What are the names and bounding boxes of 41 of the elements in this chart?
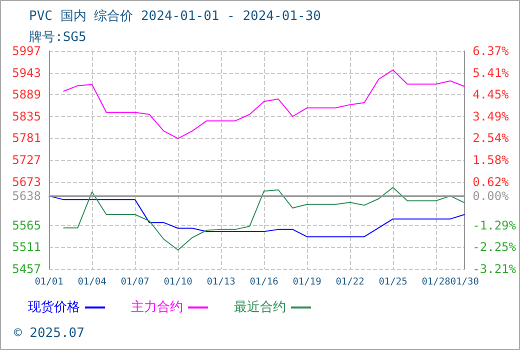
x-tick-label: 01/07 xyxy=(120,276,150,288)
y-tick-label: 5457 xyxy=(12,262,41,276)
y2-tick-label: 2.54% xyxy=(472,131,510,146)
x-tick-label: 01/16 xyxy=(250,276,279,288)
y-tick-label: 5727 xyxy=(12,153,41,167)
x-tick-label: 01/25 xyxy=(378,276,408,288)
x-tick-label: 01/19 xyxy=(292,276,322,288)
y-tick-label: 5638 xyxy=(12,188,41,203)
y2-tick-label: 0.00% xyxy=(472,188,510,203)
y2-tick-label: 0.62% xyxy=(472,174,510,189)
y2-tick-label: 6.37% xyxy=(472,44,510,58)
y2-tick-label: -3.21% xyxy=(472,262,517,276)
line-series xyxy=(62,186,466,251)
y2-tick-label: 3.49% xyxy=(472,110,510,124)
y-tick-label: 5565 xyxy=(12,218,41,232)
y2-tick-label: 4.45% xyxy=(472,88,510,102)
y2-tick-label: -2.25% xyxy=(472,240,517,254)
chart-title: PVC 国内 综合价 2024-01-01 - 2024-01-30 xyxy=(29,9,321,24)
y-tick-label: 5889 xyxy=(12,88,41,102)
x-tick-label: 01/22 xyxy=(336,276,364,288)
x-tick-label: 01/01 xyxy=(34,276,64,288)
chart-subtitle: 牌号:SG5 xyxy=(29,30,86,45)
y-tick-label: 5511 xyxy=(12,240,41,254)
y2-tick-label: 5.41% xyxy=(472,66,510,80)
x-tick-label: 01/13 xyxy=(206,276,236,288)
y2-tick-label: -1.29% xyxy=(472,218,517,232)
y-tick-label: 5781 xyxy=(12,131,41,146)
y2-tick-label: 1.58% xyxy=(472,153,510,167)
legend-label: 现货价格 xyxy=(28,300,80,315)
legend-label: 最近合约 xyxy=(234,300,286,315)
line-series xyxy=(62,69,466,140)
x-tick-label: 01/10 xyxy=(164,276,193,288)
x-tick-label: 01/04 xyxy=(78,276,107,288)
y-tick-label: 5943 xyxy=(12,66,41,80)
y-tick-label: 5835 xyxy=(12,109,41,124)
x-tick-label: 01/30 xyxy=(450,276,480,288)
y-tick-label: 5997 xyxy=(12,44,41,58)
text: © 2025.07 xyxy=(14,326,84,341)
y-tick-label: 5673 xyxy=(12,174,41,189)
legend-label: 主力合约 xyxy=(131,299,183,315)
x-tick-label: 01/28 xyxy=(422,276,451,288)
